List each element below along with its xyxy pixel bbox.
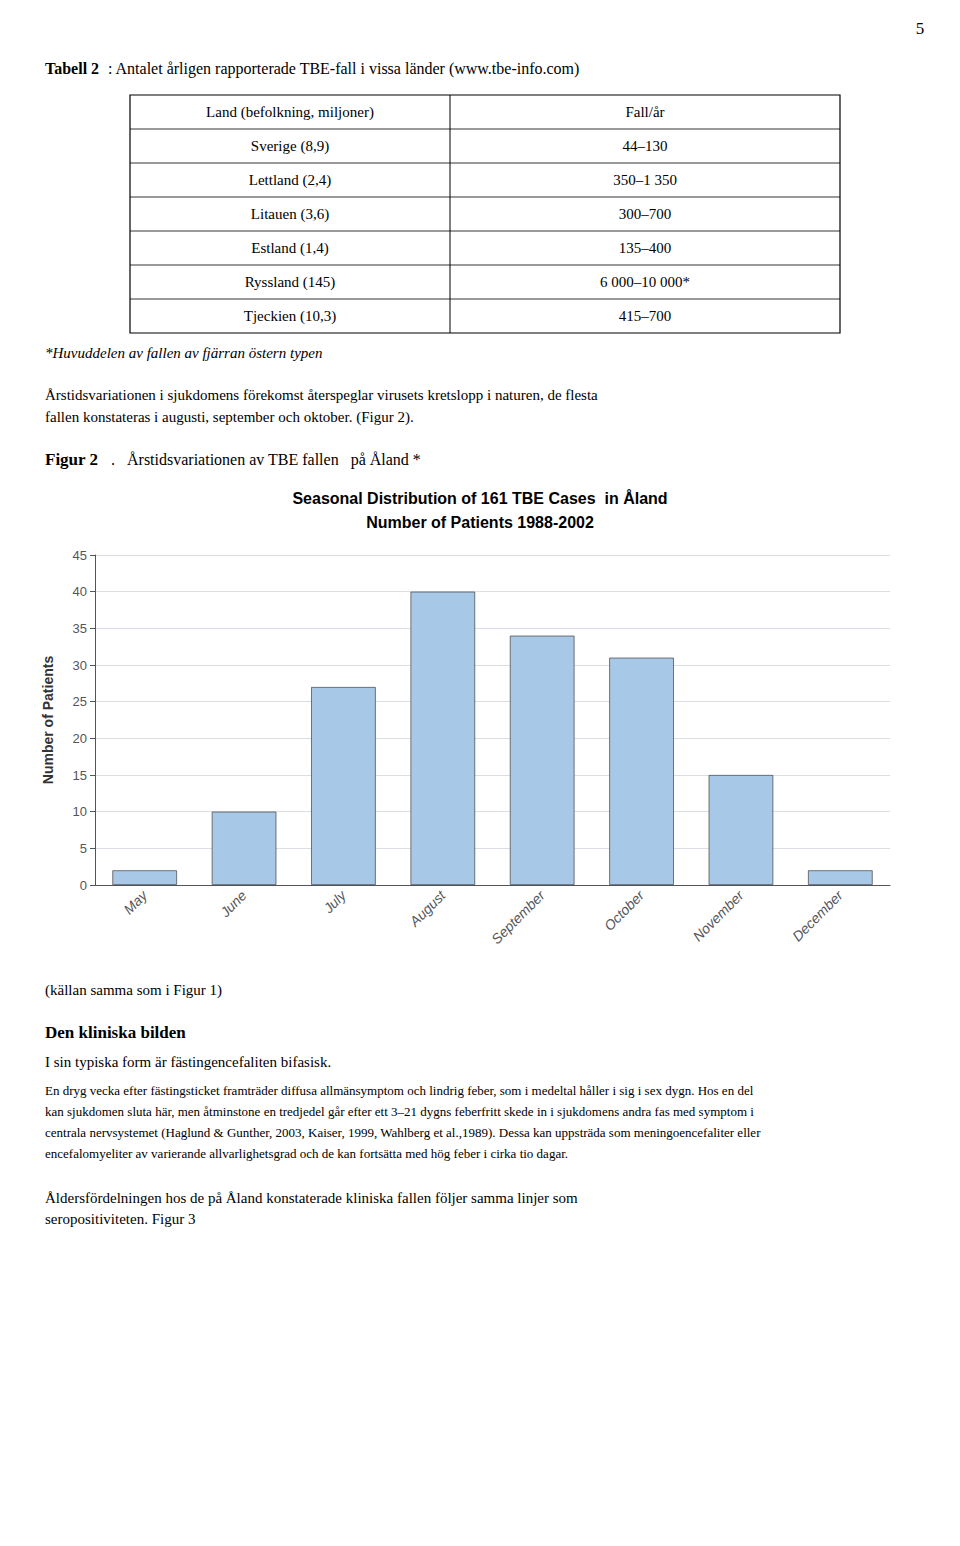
svg-text:December: December: [789, 886, 847, 944]
svg-text:En dryg vecka efter fästingsti: En dryg vecka efter fästingsticket framt…: [45, 1083, 754, 1098]
svg-text:15: 15: [73, 768, 87, 783]
svg-text:Tabell 2: Tabell 2: [45, 60, 99, 77]
svg-text:Tjeckien (10,3): Tjeckien (10,3): [244, 308, 336, 325]
svg-text:Lettland (2,4): Lettland (2,4): [249, 172, 331, 189]
svg-text:10: 10: [73, 804, 87, 819]
svg-text:I sin typiska form är fästinge: I sin typiska form är fästingencefaliten…: [45, 1054, 331, 1070]
svg-text:: Antalet årligen rapporterade: : Antalet årligen rapporterade TBE-fall …: [108, 60, 579, 78]
svg-text:Number of Patients: Number of Patients: [40, 656, 56, 785]
svg-text:encefalomyeliter av varierande: encefalomyeliter av varierande allvarlig…: [45, 1146, 568, 1161]
svg-text:35: 35: [73, 621, 87, 636]
svg-text:June: June: [216, 887, 250, 921]
svg-text:350–1 350: 350–1 350: [613, 172, 677, 188]
svg-text:Figur 2: Figur 2: [45, 450, 98, 469]
svg-text:Fall/år: Fall/år: [625, 104, 664, 120]
svg-text:Litauen (3,6): Litauen (3,6): [251, 206, 329, 223]
svg-text:20: 20: [73, 731, 87, 746]
svg-text:40: 40: [73, 584, 87, 599]
svg-text:November: November: [690, 886, 748, 944]
svg-text:August: August: [406, 887, 450, 931]
svg-text:415–700: 415–700: [619, 308, 672, 324]
svg-text:Årstidsvariationen i sjukdomen: Årstidsvariationen i sjukdomens förekoms…: [45, 387, 598, 403]
svg-text:kan sjukdomen sluta här, men å: kan sjukdomen sluta här, men åtminstone …: [45, 1104, 754, 1119]
svg-text:Ryssland (145): Ryssland (145): [245, 274, 336, 291]
svg-text:25: 25: [73, 694, 87, 709]
svg-text:Sverige (8,9): Sverige (8,9): [251, 138, 329, 155]
svg-text:5: 5: [80, 841, 87, 856]
svg-text:Den kliniska bilden: Den kliniska bilden: [45, 1023, 186, 1042]
svg-text:(källan samma som i Figur 1): (källan samma som i Figur 1): [45, 982, 222, 999]
svg-text:0: 0: [80, 878, 87, 893]
svg-text:*Huvuddelen av fallen av fjärr: *Huvuddelen av fallen av fjärran östern …: [45, 345, 322, 361]
svg-text:fallen konstateras i augusti,: fallen konstateras i augusti, september …: [45, 409, 414, 426]
svg-text:6 000–10 000*: 6 000–10 000*: [600, 274, 690, 290]
svg-text:centrala nervsystemet (Haglund: centrala nervsystemet (Haglund & Gunther…: [45, 1125, 761, 1140]
svg-text:135–400: 135–400: [619, 240, 672, 256]
svg-text:5: 5: [916, 19, 925, 38]
svg-text:Åldersfördelningen hos de på Å: Åldersfördelningen hos de på Åland konst…: [45, 1190, 578, 1206]
svg-text:300–700: 300–700: [619, 206, 672, 222]
svg-text:May: May: [120, 887, 151, 918]
svg-text:Land (befolkning, miljoner): Land (befolkning, miljoner): [206, 104, 374, 121]
svg-text:45: 45: [73, 548, 87, 563]
svg-text:seropositiviteten. Figur 3: seropositiviteten. Figur 3: [45, 1211, 195, 1227]
svg-text:September: September: [488, 886, 549, 947]
svg-text:. Årstidsvariationen av TBE: . Årstidsvariationen av TBE fallen på Ål…: [111, 451, 421, 469]
svg-text:October: October: [601, 886, 648, 933]
svg-text:Seasonal Distribution of 161 T: Seasonal Distribution of 161 TBE Cases i…: [292, 489, 667, 507]
svg-text:30: 30: [73, 658, 87, 673]
svg-text:44–130: 44–130: [623, 138, 668, 154]
svg-text:Number of Patients 1988-2002: Number of Patients 1988-2002: [366, 514, 594, 531]
svg-text:July: July: [319, 887, 349, 917]
svg-text:Estland (1,4): Estland (1,4): [251, 240, 328, 257]
